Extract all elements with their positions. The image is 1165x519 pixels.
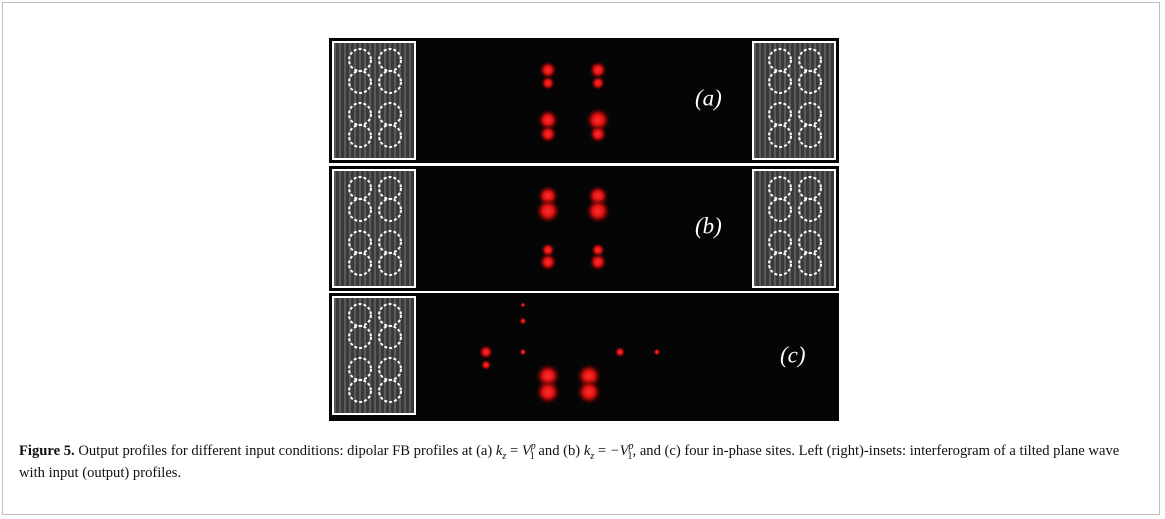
light-spot bbox=[540, 242, 556, 258]
math-sub: z bbox=[590, 450, 595, 462]
math-rel: = bbox=[597, 443, 607, 459]
light-spot bbox=[590, 75, 606, 91]
caption-text: and (b) bbox=[534, 443, 584, 459]
dashed-site bbox=[798, 252, 822, 276]
panel: (c) bbox=[329, 293, 839, 421]
light-spot bbox=[537, 109, 559, 131]
caption-label: Figure 5. bbox=[19, 443, 75, 459]
math-var: k bbox=[495, 443, 503, 459]
dashed-site bbox=[768, 70, 792, 94]
dashed-site bbox=[378, 379, 402, 403]
inset bbox=[752, 41, 836, 160]
dashed-site bbox=[798, 124, 822, 148]
light-spot bbox=[539, 125, 557, 143]
light-spot bbox=[576, 379, 602, 405]
panel-label: (c) bbox=[780, 342, 806, 367]
dashed-site bbox=[378, 70, 402, 94]
caption: Figure 5. Output profiles for different … bbox=[19, 440, 1139, 484]
light-spot bbox=[519, 348, 527, 356]
inset bbox=[332, 169, 416, 288]
math-rel: = bbox=[509, 443, 519, 459]
dashed-site bbox=[768, 198, 792, 222]
math: kz = −Vp1 bbox=[583, 441, 634, 462]
inset bbox=[332, 296, 416, 415]
light-spot bbox=[539, 61, 557, 79]
dashed-site bbox=[348, 124, 372, 148]
inset bbox=[332, 41, 416, 160]
light-spot bbox=[614, 346, 626, 358]
dashed-site bbox=[378, 124, 402, 148]
math-sup: p bbox=[628, 441, 634, 453]
math-var: −V bbox=[609, 443, 629, 459]
dashed-site bbox=[348, 325, 372, 349]
dashed-site bbox=[348, 379, 372, 403]
math-sub: 1 bbox=[529, 450, 535, 462]
dashed-site bbox=[768, 124, 792, 148]
math-sub: 1 bbox=[627, 450, 633, 462]
light-spot bbox=[539, 253, 557, 271]
light-spot bbox=[519, 317, 527, 325]
dashed-site bbox=[798, 198, 822, 222]
light-spot bbox=[535, 198, 561, 224]
dashed-site bbox=[378, 252, 402, 276]
dashed-site bbox=[378, 198, 402, 222]
light-spot bbox=[590, 242, 606, 258]
math-sup: p bbox=[530, 441, 536, 453]
math-var: V bbox=[521, 443, 531, 459]
dashed-site bbox=[378, 325, 402, 349]
light-spot bbox=[653, 348, 661, 356]
light-spot bbox=[540, 75, 556, 91]
math-var: k bbox=[583, 443, 591, 459]
light-spot bbox=[520, 302, 526, 308]
light-spot bbox=[478, 344, 494, 360]
dashed-site bbox=[348, 252, 372, 276]
dashed-site bbox=[798, 70, 822, 94]
light-spot bbox=[589, 253, 607, 271]
light-spot bbox=[480, 359, 492, 371]
caption-text: Output profiles for different input cond… bbox=[74, 443, 496, 459]
light-spot bbox=[589, 61, 607, 79]
caption-text: , and (c) four in-phase sites. Left (rig… bbox=[19, 443, 1120, 481]
panel-label: (b) bbox=[695, 213, 722, 238]
light-spot bbox=[585, 198, 611, 224]
panel-label: (a) bbox=[695, 85, 722, 110]
dashed-site bbox=[348, 70, 372, 94]
math-sub: z bbox=[502, 450, 507, 462]
panel: (b) bbox=[329, 166, 839, 291]
figure-image: (a) (b) (c) bbox=[329, 38, 839, 421]
panel: (a) bbox=[329, 38, 839, 163]
inset bbox=[752, 169, 836, 288]
light-spot bbox=[589, 125, 607, 143]
light-spot bbox=[535, 379, 561, 405]
dashed-site bbox=[768, 252, 792, 276]
math: kz = Vp1 bbox=[495, 441, 536, 462]
light-spot bbox=[585, 107, 611, 133]
dashed-site bbox=[348, 198, 372, 222]
